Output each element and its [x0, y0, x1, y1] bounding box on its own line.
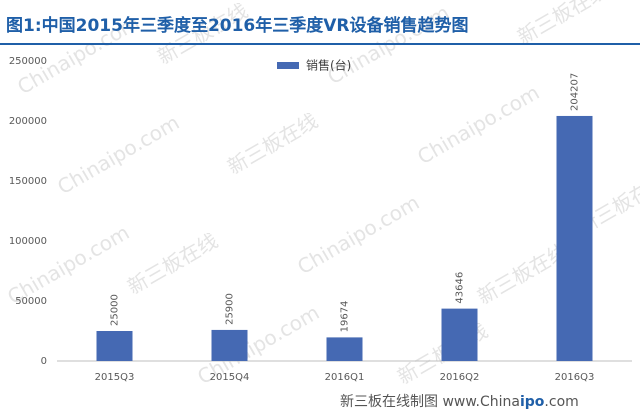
data-label: 25900 [225, 293, 236, 325]
legend-label: 销售(台) [306, 58, 351, 73]
chart-title: 图1:中国2015年三季度至2016年三季度VR设备销售趋势图 [6, 15, 469, 36]
x-tick-label: 2016Q2 [440, 372, 480, 383]
data-label: 19674 [340, 301, 351, 333]
x-tick-label: 2016Q3 [555, 372, 595, 383]
data-label: 25000 [110, 294, 121, 326]
bar [556, 115, 593, 361]
x-tick-label: 2015Q4 [210, 372, 250, 383]
y-tick-label: 200000 [9, 116, 47, 127]
bar [441, 308, 478, 361]
x-tick-label: 2016Q1 [325, 372, 365, 383]
y-tick-label: 100000 [9, 236, 47, 247]
legend-swatch [277, 62, 299, 69]
watermark: Chinaipo.com [293, 190, 423, 279]
watermark: 新三板在线 [513, 0, 612, 49]
watermark: Chinaipo.com [53, 110, 183, 199]
watermark: 新三板在线 [123, 228, 222, 299]
watermark: Chinaipo.com [413, 80, 543, 169]
footer-site-bold: ipo [520, 394, 545, 410]
footer-label: 新三板在线制图 [340, 394, 438, 410]
footer: 新三板在线制图 www.Chinaipo.com [340, 394, 579, 410]
footer-site-suffix: .com [544, 394, 578, 410]
watermark: 新三板在线 [223, 108, 322, 179]
bar [211, 329, 248, 361]
bar [96, 331, 133, 361]
bar [326, 337, 363, 361]
data-label: 43646 [455, 272, 466, 304]
footer-site: www.China [442, 394, 520, 410]
y-tick-label: 150000 [9, 176, 47, 187]
data-label: 204207 [570, 73, 581, 111]
y-tick-label: 250000 [9, 56, 47, 67]
y-tick-label: 0 [41, 356, 47, 367]
x-tick-label: 2015Q3 [95, 372, 135, 383]
y-tick-label: 50000 [15, 296, 47, 307]
